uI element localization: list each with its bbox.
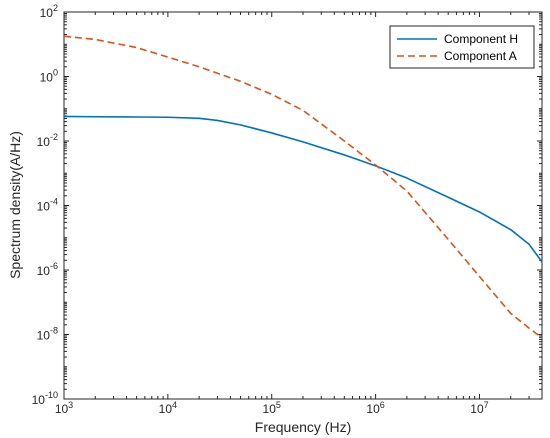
y-tick-label: 10-2 [37, 132, 58, 149]
x-axis-ticks: 103 104 105 106 107 [55, 12, 543, 416]
x-tick-label: 107 [470, 400, 488, 416]
y-tick-label: 10-4 [37, 197, 58, 214]
x-tick-label: 106 [366, 400, 384, 416]
y-tick-label: 10-8 [37, 326, 58, 343]
y-tick-label: 100 [40, 68, 58, 85]
x-tick-label: 104 [159, 400, 177, 416]
legend-label-component-h: Component H [444, 32, 518, 46]
legend-box [389, 25, 535, 69]
x-tick-label: 105 [263, 400, 281, 416]
x-tick-label: 103 [55, 400, 73, 416]
y-axis-ticks: 10-10 10-8 10-6 10-4 10-2 100 102 [32, 3, 542, 407]
series-line-component-a [63, 35, 543, 339]
plot-area [63, 11, 543, 400]
y-tick-label: 10-6 [37, 261, 58, 278]
legend-label-component-a: Component A [444, 49, 517, 63]
series-layer [63, 35, 543, 339]
y-axis-label: Spectrum density(A/Hz) [7, 131, 23, 279]
series-line-component-h [63, 115, 543, 263]
x-axis-label: Frequency (Hz) [255, 419, 351, 435]
legend: Component H Component A [389, 25, 535, 69]
y-tick-label: 10-10 [32, 390, 58, 407]
y-tick-label: 102 [40, 3, 58, 20]
